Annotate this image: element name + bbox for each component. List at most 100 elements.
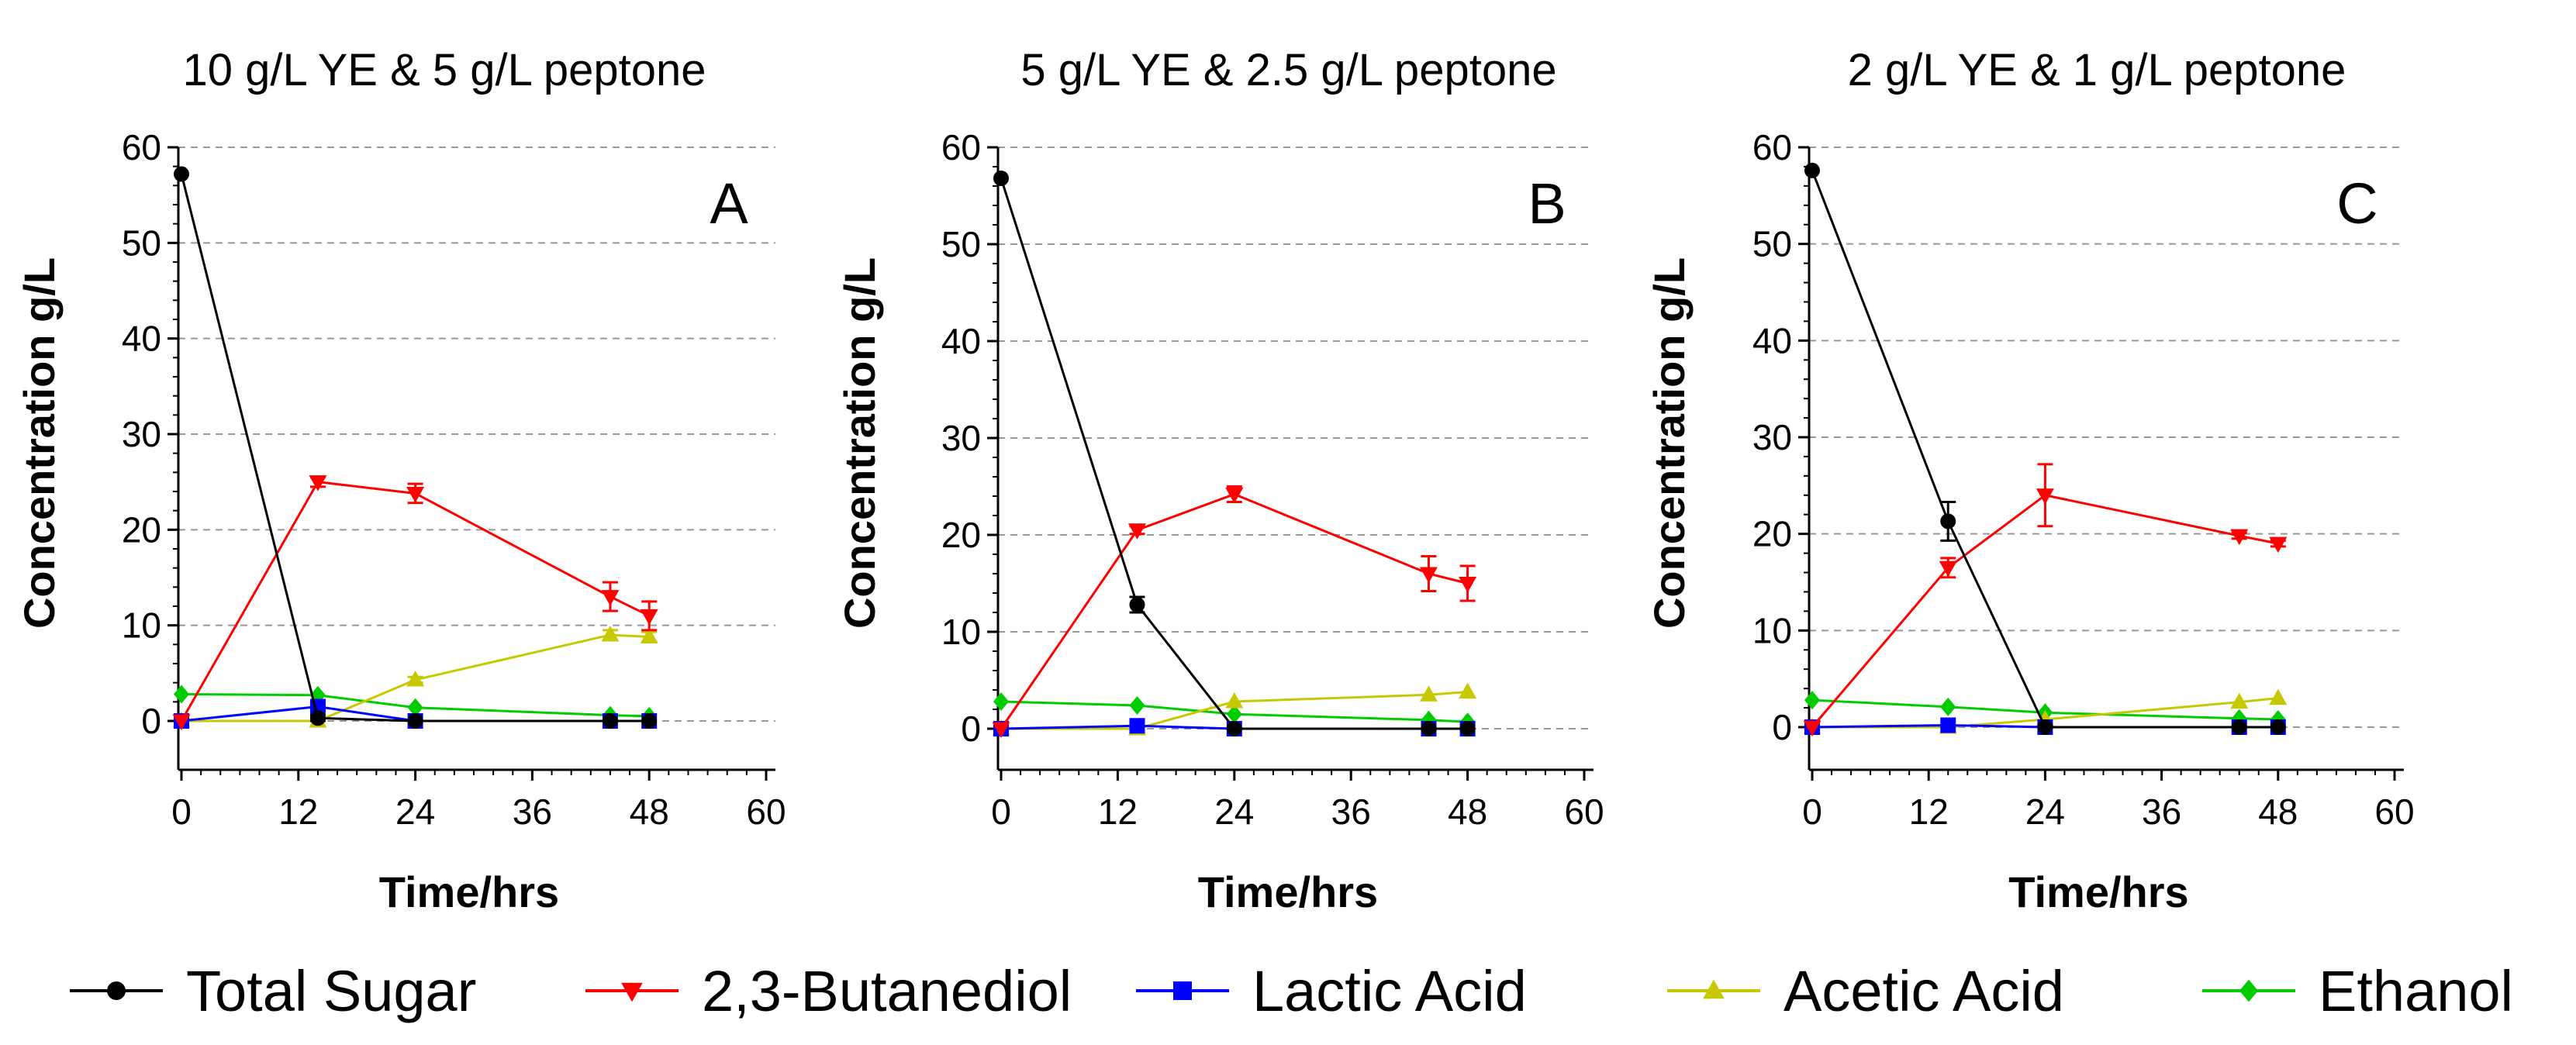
data-point bbox=[1459, 721, 1476, 736]
x-tick-label: 60 bbox=[1564, 792, 1604, 832]
data-point bbox=[1419, 685, 1438, 702]
y-axis-title: Concentration g/L bbox=[835, 257, 884, 629]
legend-label: Acetic Acid bbox=[1784, 959, 2064, 1023]
data-point bbox=[992, 722, 1010, 738]
series-line bbox=[1000, 178, 1468, 730]
data-point bbox=[2037, 719, 2053, 735]
series-butanediol bbox=[1803, 463, 2288, 736]
legend-label: Lactic Acid bbox=[1252, 959, 1527, 1023]
y-tick-label: 30 bbox=[1752, 417, 1792, 457]
legend-marker bbox=[1703, 979, 1725, 999]
data-point bbox=[1459, 682, 1477, 698]
series-butanediol bbox=[172, 475, 658, 730]
panel-title: 10 g/L YE & 5 g/L peptone bbox=[182, 45, 706, 95]
x-tick-label: 12 bbox=[278, 792, 318, 832]
data-point bbox=[407, 698, 423, 717]
data-point bbox=[2269, 536, 2288, 554]
data-point bbox=[993, 171, 1009, 186]
data-point bbox=[1804, 162, 1820, 178]
series-total_sugar bbox=[174, 166, 658, 729]
data-point bbox=[2230, 529, 2249, 546]
x-tick-label: 48 bbox=[1448, 792, 1487, 832]
panel-letter: C bbox=[2336, 171, 2377, 236]
y-tick-label: 60 bbox=[1752, 127, 1792, 167]
legend-item-total_sugar: Total Sugar bbox=[70, 959, 476, 1023]
data-point bbox=[174, 166, 189, 182]
y-tick-label: 0 bbox=[141, 701, 161, 741]
series-butanediol bbox=[992, 485, 1477, 738]
data-point bbox=[1939, 560, 1957, 578]
x-tick-label: 24 bbox=[2025, 792, 2065, 832]
x-tick-label: 48 bbox=[630, 792, 669, 832]
data-point bbox=[1803, 720, 1822, 736]
y-tick-label: 20 bbox=[941, 515, 981, 555]
x-tick-label: 60 bbox=[2374, 792, 2414, 832]
panel-title: 5 g/L YE & 2.5 g/L peptone bbox=[1020, 45, 1556, 95]
data-point bbox=[1419, 567, 1438, 583]
data-point bbox=[1127, 523, 1146, 540]
data-point bbox=[2269, 688, 2288, 705]
data-point bbox=[1129, 597, 1145, 612]
legend-item-acetic_acid: Acetic Acid bbox=[1667, 959, 2064, 1023]
y-tick-label: 40 bbox=[122, 319, 161, 359]
y-tick-label: 10 bbox=[122, 605, 161, 646]
y-tick-label: 60 bbox=[941, 127, 981, 167]
x-tick-label: 0 bbox=[171, 792, 192, 832]
y-tick-label: 10 bbox=[1752, 610, 1792, 650]
panel-C: 2 g/L YE & 1 g/L peptone 0 10 20 30 40 50 60 0 12… bbox=[1645, 45, 2415, 916]
y-tick-label: 10 bbox=[941, 612, 981, 652]
data-point bbox=[1129, 718, 1145, 734]
data-point bbox=[1940, 513, 1956, 529]
data-point bbox=[1226, 721, 1242, 736]
data-point bbox=[1459, 577, 1477, 593]
y-tick-label: 0 bbox=[961, 709, 981, 749]
data-point bbox=[1940, 717, 1956, 733]
y-tick-label: 50 bbox=[122, 222, 161, 263]
legend-label: Ethanol bbox=[2319, 959, 2513, 1023]
y-tick-label: 20 bbox=[1752, 514, 1792, 554]
x-tick-label: 12 bbox=[1098, 792, 1138, 832]
y-tick-label: 30 bbox=[122, 414, 161, 454]
legend-label: 2,3-Butanediol bbox=[702, 959, 1072, 1023]
data-point bbox=[641, 713, 658, 729]
y-axis-title: Concentration g/L bbox=[15, 257, 64, 629]
panel-A: 10 g/L YE & 5 g/L peptone 0 10 20 30 40 50 60 0 1… bbox=[15, 45, 786, 916]
y-tick-label: 0 bbox=[1772, 707, 1792, 747]
series-line bbox=[1811, 494, 2279, 728]
data-point bbox=[2036, 488, 2054, 505]
data-point bbox=[406, 486, 425, 503]
data-point bbox=[640, 627, 658, 643]
legend-marker bbox=[1173, 981, 1192, 1000]
data-point bbox=[1225, 488, 1244, 504]
panel-letter: B bbox=[1528, 171, 1566, 236]
data-point bbox=[640, 609, 658, 626]
y-tick-label: 20 bbox=[122, 509, 161, 550]
data-point bbox=[1421, 721, 1437, 736]
data-point bbox=[993, 692, 1009, 711]
legend-item-ethanol: Ethanol bbox=[2202, 959, 2513, 1023]
y-tick-label: 40 bbox=[941, 321, 981, 361]
data-point bbox=[1226, 705, 1242, 724]
data-point bbox=[2230, 692, 2249, 709]
x-tick-label: 60 bbox=[746, 792, 786, 832]
data-point bbox=[1940, 697, 1956, 716]
legend-label: Total Sugar bbox=[186, 959, 476, 1023]
data-point bbox=[2270, 719, 2286, 735]
data-point bbox=[2231, 719, 2247, 735]
x-tick-label: 48 bbox=[2258, 792, 2298, 832]
data-point bbox=[601, 590, 620, 606]
y-tick-label: 60 bbox=[122, 127, 161, 167]
x-axis-title: Time/hrs bbox=[2008, 867, 2188, 916]
data-point bbox=[406, 670, 425, 687]
data-point bbox=[172, 714, 191, 730]
data-point bbox=[309, 710, 326, 726]
y-axis-title: Concentration g/L bbox=[1645, 257, 1694, 629]
x-tick-label: 0 bbox=[991, 792, 1011, 832]
legend-marker bbox=[107, 981, 126, 1000]
y-tick-label: 40 bbox=[1752, 320, 1792, 360]
panel-B: 5 g/L YE & 2.5 g/L peptone 0 10 20 30 40 50 60 0… bbox=[835, 45, 1604, 916]
legend: Total Sugar 2,3-Butanediol Lactic Acid Acet… bbox=[70, 959, 2513, 1023]
data-point bbox=[1225, 692, 1244, 709]
panel-title: 2 g/L YE & 1 g/L peptone bbox=[1848, 45, 2346, 95]
